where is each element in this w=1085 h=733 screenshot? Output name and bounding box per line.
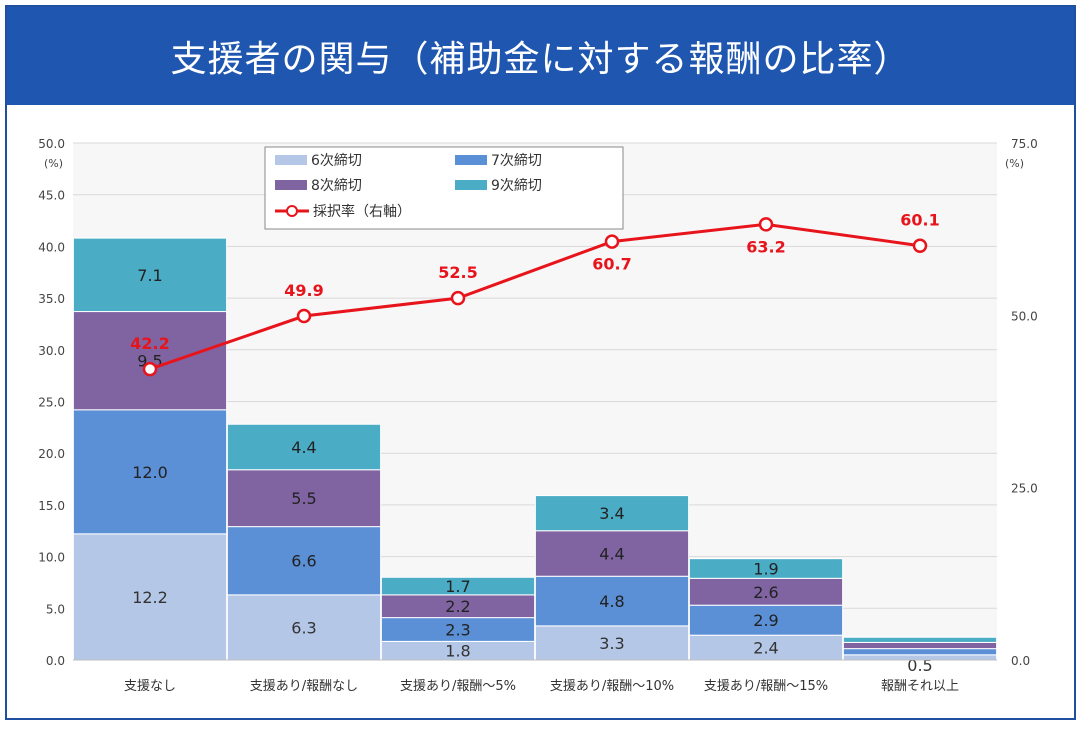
line-marker [758, 217, 774, 232]
y-left-tick-label: 40.0 [38, 240, 65, 254]
y-left-tick-label: 50.0 [38, 137, 65, 151]
y-right-tick-label: 25.0 [1011, 482, 1038, 496]
line-data-label: 52.5 [438, 263, 477, 282]
bar-segment [842, 641, 998, 650]
bar-data-label: 0.5 [907, 656, 932, 675]
legend-swatch [455, 155, 487, 165]
bar-segment [842, 636, 998, 643]
bar-segment [688, 604, 844, 636]
x-tick-label: 報酬それ以上 [881, 679, 959, 694]
bar-data-label: 2.3 [445, 620, 470, 639]
legend-swatch [275, 180, 307, 190]
bar-segment [226, 423, 382, 471]
legend-label: 7次締切 [491, 152, 542, 169]
line-marker [912, 238, 928, 253]
bar-segment [72, 533, 228, 661]
bar-segment [226, 594, 382, 661]
y-left-unit: (%) [44, 157, 63, 170]
line-data-label: 49.9 [284, 281, 323, 300]
bar-data-label: 3.3 [599, 634, 624, 653]
y-right-tick-label: 50.0 [1011, 309, 1038, 323]
bar-segment [72, 409, 228, 535]
legend-label: 9次締切 [491, 177, 542, 194]
bar-data-label: 12.2 [132, 588, 168, 607]
x-tick-label: 支援あり/報酬なし [250, 679, 358, 694]
line-data-label: 60.7 [592, 255, 631, 274]
chart-frame: 支援者の関与（補助金に対する報酬の比率） 0.0 5.0 10.0 15.0 20.0 2… [5, 5, 1076, 720]
x-tick-label: 支援なし [124, 679, 176, 694]
bar-segment [72, 311, 228, 411]
legend-swatch [275, 155, 307, 165]
bar-segment [534, 495, 690, 532]
y-left-tick-label: 15.0 [38, 499, 65, 513]
line-marker [450, 290, 466, 306]
y-left-tick-label: 25.0 [38, 396, 65, 410]
bar-segment [534, 530, 690, 577]
bar-data-label: 5.5 [291, 489, 316, 508]
line-marker [296, 308, 312, 324]
chart-title: 支援者の関与（補助金に対する報酬の比率） [7, 7, 1074, 105]
legend-box [264, 146, 624, 230]
bar-data-label: 6.3 [291, 618, 316, 637]
y-left-tick-label: 0.0 [46, 654, 65, 668]
y-right-tick-label: 0.0 [1011, 654, 1030, 668]
x-tick-label: 支援あり/報酬〜5% [400, 679, 516, 694]
y-right-tick-label: 75.0 [1011, 137, 1038, 151]
bar-segment [688, 577, 844, 606]
bar-data-label: 3.4 [599, 504, 624, 523]
bar-segment [380, 576, 536, 596]
bar-data-label: 2.6 [753, 583, 778, 602]
line-data-label: 42.2 [130, 334, 169, 353]
bar-data-label: 12.0 [132, 463, 168, 482]
bar-data-label: 1.7 [445, 577, 470, 596]
x-tick-label: 支援あり/報酬〜10% [550, 679, 674, 694]
line-marker [604, 234, 620, 249]
bar-data-label: 7.1 [137, 266, 162, 285]
line-data-label: 60.1 [900, 211, 939, 230]
chart-svg: 0.0 5.0 10.0 15.0 20.0 25.0 30.0 35.0 40.0 45.0 50… [38, 137, 1038, 694]
bar-data-label: 6.6 [291, 552, 316, 571]
bar-segment [226, 469, 382, 528]
bar-segment [534, 575, 690, 627]
y-left-tick-label: 35.0 [38, 292, 65, 306]
bar-segment [72, 237, 228, 313]
bar-segment [688, 558, 844, 579]
legend-label: 6次締切 [311, 152, 362, 169]
bar-data-label: 2.2 [445, 597, 470, 616]
y-right-unit: (%) [1005, 157, 1024, 170]
y-left-tick-label: 20.0 [38, 447, 65, 461]
bar-data-label: 1.8 [445, 642, 470, 661]
y-left-tick-label: 10.0 [38, 551, 65, 565]
line-data-label: 63.2 [746, 237, 785, 256]
bar-data-label: 4.8 [599, 592, 624, 611]
bar-data-label: 4.4 [291, 438, 316, 457]
bar-data-label: 2.4 [753, 639, 778, 658]
bar-data-label: 1.9 [753, 559, 778, 578]
bar-segment [534, 625, 690, 661]
y-left-tick-label: 45.0 [38, 189, 65, 203]
bar-data-label: 2.9 [753, 611, 778, 630]
legend-label: 採択率（右軸） [313, 203, 411, 220]
legend-line-marker [286, 205, 298, 217]
y-left-tick-label: 30.0 [38, 344, 65, 358]
legend-swatch [455, 180, 487, 190]
bar-data-label: 4.4 [599, 544, 624, 563]
line-series-path [149, 222, 921, 371]
bar-segment [842, 648, 998, 656]
legend-label: 8次締切 [311, 177, 362, 194]
y-left-tick-label: 5.0 [46, 602, 65, 616]
x-tick-label: 支援あり/報酬〜15% [704, 679, 828, 694]
bar-segment [226, 526, 382, 596]
line-marker [142, 361, 158, 377]
